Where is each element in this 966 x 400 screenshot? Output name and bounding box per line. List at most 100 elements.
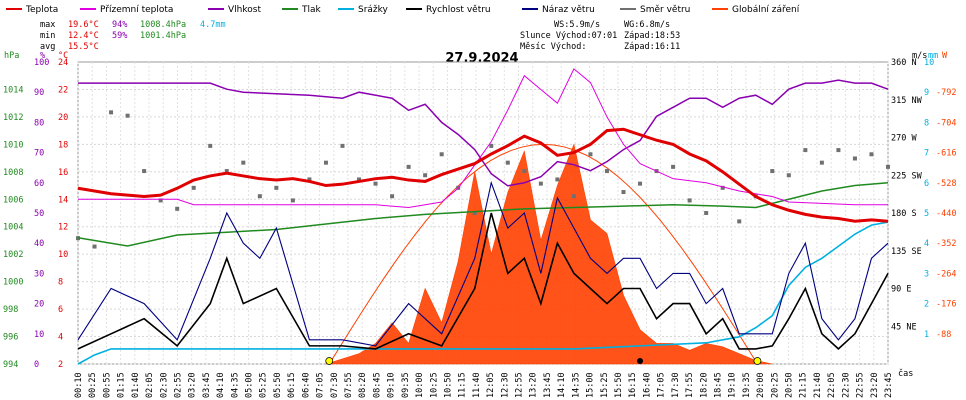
direction-point-8 — [208, 143, 213, 148]
x-label-49: 20:25 — [770, 372, 780, 398]
tick-w-0: -88 — [936, 330, 951, 340]
x-label-31: 12:55 — [515, 372, 525, 398]
direction-point-36 — [671, 164, 676, 169]
x-label-1: 00:25 — [88, 372, 98, 398]
x-label-45: 18:45 — [713, 372, 723, 398]
tick-ms-7: 8 — [924, 118, 929, 128]
direction-point-22 — [439, 152, 444, 157]
x-label-27: 11:15 — [458, 372, 468, 398]
direction-point-43 — [786, 173, 791, 178]
direction-point-46 — [836, 148, 841, 153]
tick-humidity-1: 10 — [34, 330, 44, 340]
x-label-56: 23:20 — [870, 372, 880, 398]
x-label-25: 10:25 — [429, 372, 439, 398]
direction-point-25 — [489, 143, 494, 148]
stat-sun-set: Západ:18:53 — [624, 31, 680, 41]
unit-ms: m/s — [912, 51, 927, 61]
x-label-42: 17:30 — [671, 372, 681, 398]
x-label-24: 10:00 — [415, 372, 425, 398]
x-label-52: 21:40 — [813, 372, 823, 398]
series-gust-line — [77, 180, 889, 347]
stat-ws: WS:5.9m/s — [554, 20, 600, 30]
direction-point-20 — [406, 164, 411, 169]
direction-point-32 — [604, 169, 609, 174]
legend-label-4: Srážky — [358, 5, 389, 15]
stats-block: max 19.6°C 94% 1008.4hPa 4.7mm min 12.4°… — [40, 20, 680, 52]
stat-moon-rise: Měsíc Východ: — [520, 42, 587, 52]
x-label-21: 08:45 — [372, 372, 382, 398]
tick-dir-1: 90 E — [891, 285, 911, 295]
tick-temp-1: 4 — [58, 333, 63, 343]
direction-point-15 — [323, 160, 328, 165]
tick-pressure-2: 998 — [3, 305, 18, 315]
series-radiation-area — [325, 143, 773, 365]
x-label-16: 06:40 — [301, 372, 311, 398]
direction-point-10 — [241, 160, 246, 165]
tick-pressure-1: 996 — [3, 333, 18, 343]
direction-point-29 — [555, 177, 560, 182]
direction-point-28 — [538, 181, 543, 186]
legend-label-0: Teplota — [25, 5, 58, 15]
tick-ms-3: 4 — [924, 239, 929, 249]
direction-point-31 — [588, 152, 593, 157]
legend-label-2: Vlhkost — [228, 5, 261, 15]
legend-label-6: Náraz větru — [542, 5, 595, 15]
tick-ms-6: 7 — [924, 149, 929, 159]
tick-humidity-7: 70 — [34, 149, 44, 159]
direction-point-49 — [886, 164, 890, 169]
x-label-36: 15:00 — [586, 372, 596, 398]
sunrise-marker — [325, 357, 334, 365]
x-label-7: 02:55 — [173, 372, 183, 398]
x-label-38: 15:50 — [614, 372, 624, 398]
tick-w-3: -352 — [936, 239, 956, 249]
direction-point-44 — [803, 148, 808, 153]
x-label-28: 11:40 — [472, 372, 482, 398]
direction-point-2 — [109, 110, 114, 115]
tick-w-8: -792 — [936, 88, 956, 98]
tick-temp-3: 8 — [58, 278, 63, 288]
direction-point-39 — [720, 185, 725, 190]
direction-point-7 — [191, 185, 196, 190]
unit-w: W — [942, 51, 948, 61]
direction-point-40 — [737, 219, 742, 224]
tick-humidity-3: 30 — [34, 269, 44, 279]
tick-pressure-0: 994 — [3, 360, 18, 370]
plot-area: 9949969981000100210041006100810101012101… — [3, 58, 956, 398]
x-label-13: 05:25 — [259, 372, 269, 398]
tick-temp-2: 6 — [58, 305, 63, 315]
tick-pressure-4: 1002 — [3, 250, 23, 260]
direction-point-16 — [340, 143, 345, 148]
x-label-6: 02:30 — [159, 372, 169, 398]
x-label-44: 18:20 — [699, 372, 709, 398]
x-label-30: 12:30 — [500, 372, 510, 398]
x-label-39: 16:15 — [628, 372, 638, 398]
direction-point-13 — [290, 198, 295, 203]
tick-temp-5: 12 — [58, 223, 68, 233]
tick-pressure-8: 1010 — [3, 140, 23, 150]
x-label-53: 22:05 — [827, 372, 837, 398]
direction-point-47 — [852, 156, 857, 161]
x-label-20: 08:20 — [358, 372, 368, 398]
direction-point-24 — [472, 211, 477, 215]
direction-point-5 — [158, 198, 163, 203]
tick-ms-4: 5 — [924, 209, 929, 219]
x-label-5: 02:05 — [145, 372, 155, 398]
tick-w-6: -616 — [936, 149, 956, 159]
series-wind-line — [77, 212, 889, 350]
tick-humidity-4: 40 — [34, 239, 44, 249]
x-label-57: 23:45 — [884, 372, 894, 398]
stat-max-rain: 4.7mm — [200, 20, 226, 30]
tick-temp-9: 20 — [58, 113, 68, 123]
direction-point-42 — [770, 169, 775, 174]
direction-point-45 — [819, 160, 824, 165]
tick-temp-6: 14 — [58, 195, 68, 205]
legend-label-8: Globální záření — [732, 5, 800, 15]
unit-pct: % — [40, 51, 45, 61]
x-label-14: 05:50 — [273, 372, 283, 398]
direction-point-19 — [390, 194, 395, 199]
tick-ms-8: 9 — [924, 88, 929, 98]
direction-point-21 — [423, 173, 428, 178]
tick-temp-11: 24 — [58, 58, 68, 68]
